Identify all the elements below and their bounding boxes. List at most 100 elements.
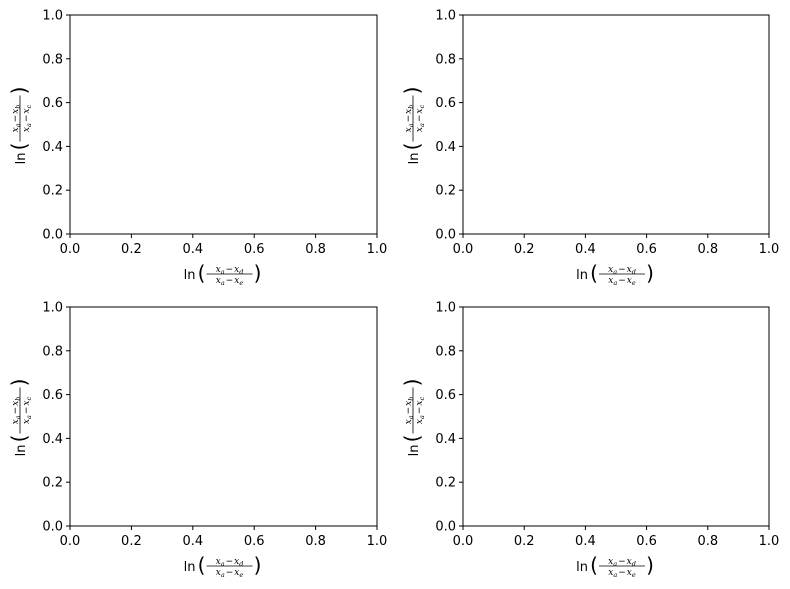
subplot-4-xlabel-rparen: ): [646, 553, 654, 577]
subplot-1-ytick-label: 1.0: [42, 9, 63, 24]
subplot-3-xlabel-rparen: ): [254, 553, 262, 577]
subplot-2-xtick-label: 0.4: [575, 242, 596, 257]
subplot-2-ytick-label: 0.6: [435, 96, 456, 111]
subplot-1-ylabel-numerator: xa−xb: [11, 105, 22, 133]
subplot-2-xtick-label: 0.8: [697, 242, 718, 257]
subplot-1-xtick-label: 0.2: [121, 242, 142, 257]
subplot-3-ylabel-denominator: xa−xc: [22, 397, 33, 425]
subplot-4-xlabel-lparen: (: [590, 553, 598, 577]
subplot-2-ylabel-rparen: ): [400, 87, 424, 95]
subplot-1-ylabel-lparen: (: [7, 143, 31, 151]
subplot-1-xtick-label: 0.8: [305, 242, 326, 257]
subplot-4-ytick-label: 1.0: [435, 301, 456, 316]
subplot-4-xtick-label: 0.0: [453, 534, 474, 549]
subplot-1-xlabel-lparen: (: [198, 261, 206, 285]
subplot-2-xlabel-fn: ln: [576, 268, 588, 283]
subplot-3-axes-frame: [69, 306, 378, 527]
subplot-1: 0.0 0.2 0.4 0.6 0.8 1.00.00.20.40.60.81.0ln()…: [7, 9, 387, 288]
subplot-2-ytick-label: 0.0: [435, 228, 456, 243]
subplot-4-ylabel-rparen: ): [400, 379, 424, 387]
subplot-4-xlabel-fn: ln: [576, 560, 588, 575]
subplot-4-xtick-label: 1.0: [759, 534, 780, 549]
subplot-3-ytick-label: 0.2: [42, 476, 63, 491]
subplot-3-xlabel-numerator: xa−xd: [216, 557, 244, 568]
subplot-1-xlabel-numerator: xa−xd: [216, 265, 244, 276]
subplot-1-ytick-label: 0.2: [42, 184, 63, 199]
subplot-3-ylabel-lparen: (: [7, 435, 31, 443]
subplot-4-ylabel-numerator: xa−xb: [404, 397, 415, 425]
subplot-3-ylabel-fn: ln: [14, 445, 29, 457]
subplot-4-ytick-label: 0.2: [435, 476, 456, 491]
subplot-4-ytick-label: 0.8: [435, 344, 456, 359]
subplot-2-xlabel-rparen: ): [646, 261, 654, 285]
subplot-1-ytick-label: 0.6: [42, 96, 63, 111]
subplot-3: 0.0 0.2 0.4 0.6 0.8 1.00.00.20.40.60.81.0ln()…: [7, 301, 387, 580]
subplot-4-xtick-label: 0.2: [514, 534, 535, 549]
subplot-4-xtick-label: 0.8: [697, 534, 718, 549]
subplot-1-ylabel-rparen: ): [7, 87, 31, 95]
subplot-1-xlabel-rparen: ): [254, 261, 262, 285]
subplot-4-xlabel-denominator: xa−xe: [608, 568, 636, 579]
subplot-3-ytick-label: 0.4: [42, 432, 63, 447]
subplot-1-xtick-label: 1.0: [367, 242, 388, 257]
subplot-4-ylabel-denominator: xa−xc: [415, 397, 426, 425]
subplot-2-xlabel-lparen: (: [590, 261, 598, 285]
subplot-4-xtick-label: 0.4: [575, 534, 596, 549]
subplot-4-ytick-label: 0.6: [435, 388, 456, 403]
subplot-3-xlabel-fn: ln: [184, 560, 196, 575]
subplot-1-ytick-label: 0.4: [42, 140, 63, 155]
subplot-4-axes-frame: [462, 306, 770, 527]
subplot-1-ylabel-fn: ln: [14, 153, 29, 165]
subplot-3-ylabel-numerator: xa−xb: [11, 397, 22, 425]
subplot-4-xlabel-numerator: xa−xd: [608, 557, 636, 568]
subplot-3-xtick-label: 0.0: [60, 534, 81, 549]
subplot-3-xlabel-denominator: xa−xe: [216, 568, 244, 579]
subplot-4: 0.0 0.2 0.4 0.6 0.8 1.00.00.20.40.60.81.0ln()…: [400, 301, 779, 580]
subplot-1-xtick-label: 0.4: [182, 242, 203, 257]
subplot-2-xtick-label: 0.0: [453, 242, 474, 257]
subplot-2-axes-frame: [462, 14, 770, 235]
subplot-1-xlabel-fn: ln: [184, 268, 196, 283]
subplot-1-xtick-label: 0.6: [244, 242, 265, 257]
subplot-1-ytick-label: 0.0: [42, 228, 63, 243]
subplot-1-axes-frame: [69, 14, 378, 235]
subplot-2-ylabel-lparen: (: [400, 143, 424, 151]
subplot-3-xtick-label: 1.0: [367, 534, 388, 549]
subplot-2-ytick-label: 1.0: [435, 9, 456, 24]
subplot-1-xlabel-denominator: xa−xe: [216, 276, 244, 287]
subplot-3-xtick-label: 0.6: [244, 534, 265, 549]
subplot-2-ylabel-numerator: xa−xb: [404, 105, 415, 133]
subplot-3-xtick-label: 0.2: [121, 534, 142, 549]
subplot-2-ylabel-fn: ln: [407, 153, 422, 165]
subplot-3-xtick-label: 0.4: [182, 534, 203, 549]
subplot-2-xlabel-numerator: xa−xd: [608, 265, 636, 276]
subplot-2-xtick-label: 0.2: [514, 242, 535, 257]
subplot-4-ytick-label: 0.4: [435, 432, 456, 447]
subplot-2-ytick-label: 0.2: [435, 184, 456, 199]
subplot-2-xlabel-denominator: xa−xe: [608, 276, 636, 287]
subplot-1-xtick-label: 0.0: [60, 242, 81, 257]
subplot-4-ylabel-lparen: (: [400, 435, 424, 443]
subplot-3-xlabel-lparen: (: [198, 553, 206, 577]
subplot-4-ytick-label: 0.0: [435, 520, 456, 535]
subplot-3-ytick-label: 1.0: [42, 301, 63, 316]
subplot-2-ylabel-denominator: xa−xc: [415, 105, 426, 133]
subplot-3-ytick-label: 0.6: [42, 388, 63, 403]
subplot-2-ytick-label: 0.4: [435, 140, 456, 155]
subplot-3-ytick-label: 0.0: [42, 520, 63, 535]
subplot-4-xtick-label: 0.6: [636, 534, 657, 549]
subplot-2: 0.0 0.2 0.4 0.6 0.8 1.00.00.20.40.60.81.0ln()…: [400, 9, 779, 288]
subplot-2-xtick-label: 1.0: [759, 242, 780, 257]
subplot-3-xtick-label: 0.8: [305, 534, 326, 549]
subplot-4-ylabel-fn: ln: [407, 445, 422, 457]
subplot-1-ytick-label: 0.8: [42, 52, 63, 67]
